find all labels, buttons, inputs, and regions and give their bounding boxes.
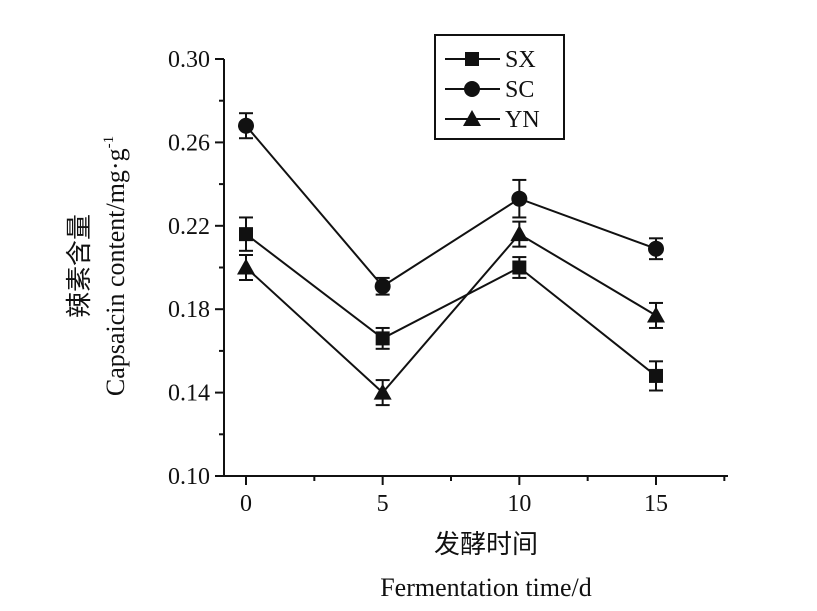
x-tick-label: 15 [644,491,668,517]
data-point-sc [374,278,391,295]
data-point-sx [375,331,390,346]
y-axis-title-en-group: Capsaicin content/mg·g-1 [101,136,130,396]
legend-label-sc: SC [505,77,534,103]
data-point-yn [373,383,392,400]
data-point-sx [649,368,663,383]
x-axis-title-cn: 发酵时间 [434,530,538,559]
axes: 0.10 0.14 0.18 0.22 0.26 0.30 0 5 10 15 [168,47,728,517]
legend-marker-yn [463,110,481,126]
y-axis-title-cn: 辣素含量 [65,214,94,318]
data-point-sc [238,117,254,134]
y-tick-label: 0.22 [168,214,210,240]
legend: SX SC YN [434,34,565,140]
legend-label-sx: SX [505,47,536,73]
data-point-sc [511,190,528,207]
data-point-yn [237,258,255,275]
series-line-sc [245,125,657,288]
x-axis-title-en: Fermentation time/d [380,573,592,602]
legend-marker-sx [465,52,479,66]
x-tick-label: 5 [377,491,389,517]
series-sc [238,112,664,296]
y-axis-title-en-main: Capsaicin content/mg·g [101,148,130,396]
data-point-yn [510,225,529,242]
y-axis-title-cn-group: 辣素含量 [65,214,94,318]
data-point-sc [648,240,664,257]
y-tick-label: 0.10 [168,464,210,490]
series-layer [237,112,665,407]
y-tick-label: 0.14 [168,381,210,407]
x-tick-label: 0 [240,491,252,517]
legend-box [434,34,565,140]
data-point-yn [647,306,665,323]
series-line-yn [245,232,657,395]
y-axis-title-en-sup: -1 [101,136,117,149]
data-point-sx [239,227,253,242]
y-axis-title-en: Capsaicin content/mg·g-1 [101,136,130,396]
y-tick-label: 0.18 [168,297,210,323]
series-line-sx [245,233,657,377]
y-tick-label: 0.26 [168,130,210,156]
y-tick-label: 0.30 [168,47,210,73]
series-yn [237,220,665,407]
data-point-sx [512,260,527,275]
legend-marker-sc [464,81,480,97]
legend-label-yn: YN [505,107,540,133]
x-tick-label: 10 [507,491,531,517]
series-sx [239,216,663,392]
